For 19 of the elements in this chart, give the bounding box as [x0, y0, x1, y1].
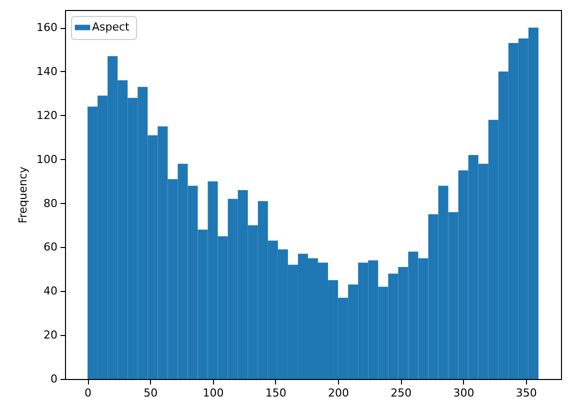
x-tick-label: 50 [144, 386, 158, 400]
x-tick-label: 0 [84, 386, 92, 400]
x-tick-label: 250 [390, 386, 412, 400]
x-tick-label: 150 [265, 386, 286, 400]
legend-label: Aspect [92, 20, 130, 34]
y-tick-label: 40 [44, 284, 58, 298]
y-tick-label: 140 [36, 65, 58, 78]
x-tick-label: 350 [516, 386, 537, 400]
x-tick-label: 200 [328, 386, 350, 400]
x-tick-label: 300 [453, 386, 474, 400]
y-tick-label: 60 [44, 240, 58, 254]
y-tick-label: 0 [50, 372, 58, 386]
y-tick-label: 120 [36, 108, 58, 122]
y-tick-label: 100 [36, 152, 58, 166]
x-tick-label: 100 [202, 386, 224, 400]
y-tick-label: 80 [44, 196, 58, 210]
y-tick-label: 160 [36, 21, 58, 34]
y-axis-title: Frequency [16, 166, 30, 224]
y-tick-label: 20 [44, 328, 58, 342]
